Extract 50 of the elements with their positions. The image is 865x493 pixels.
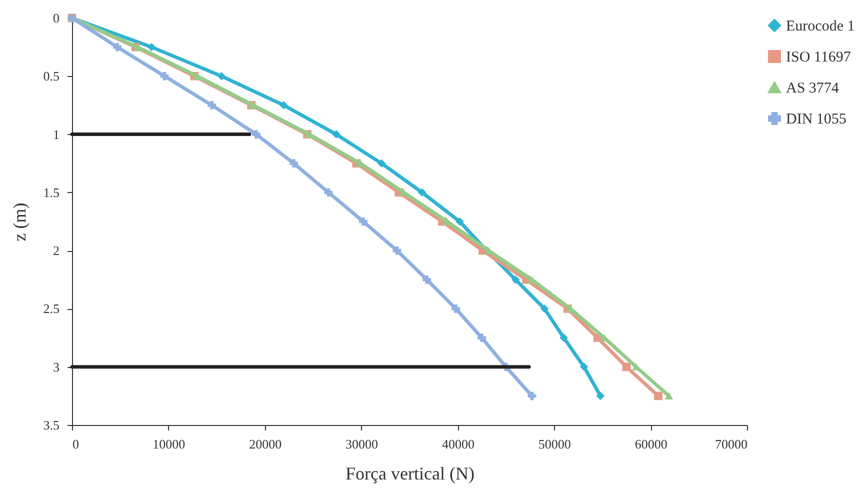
point [290,159,298,168]
point [422,275,432,284]
point [392,246,402,255]
legend-label: DIN 1055 [786,112,846,128]
x-axis-title: Força vertical (N) [346,464,474,484]
y-tick-label: 3.5 [43,418,60,432]
x-tick-label: 40000 [442,436,474,452]
point [217,72,226,80]
y-tick-label: 2.5 [43,301,60,316]
point [113,42,122,52]
point [622,362,631,372]
y-axis-title: z (m) [9,202,30,242]
point [455,217,464,226]
point [560,334,568,342]
legend-label: AS 3774 [786,80,840,96]
point [279,101,288,110]
point [332,130,340,138]
point [511,275,520,284]
point [160,72,169,80]
x-tick-label: 30000 [346,436,378,452]
point [359,217,368,226]
point [208,101,216,110]
point [596,392,605,400]
y-tick-label: 0.5 [43,68,60,84]
point [418,188,426,197]
point [654,392,662,400]
point [540,304,549,313]
legend-label: ISO 11697 [786,50,852,66]
x-tick-label: 20000 [249,436,282,452]
point [478,334,486,342]
point [664,392,674,400]
point [377,159,386,168]
x-tick-label: 50000 [538,436,571,452]
legend-label: Eurocode 1 [786,18,855,34]
y-tick-label: 2 [53,243,60,258]
point [252,130,260,138]
point [528,392,536,400]
point [452,304,460,313]
y-tick-label: 3 [53,359,60,374]
point [324,188,333,197]
point [147,42,156,52]
x-tick-label: 70000 [715,436,748,452]
y-tick-label: 0 [53,10,60,26]
x-tick-label: 60000 [634,436,668,452]
x-tick-label: 0 [72,436,79,452]
point [580,362,588,372]
y-tick-label: 1 [53,126,60,142]
y-tick-label: 1.5 [43,184,60,200]
x-tick-label: 10000 [152,436,186,452]
point [193,72,202,80]
